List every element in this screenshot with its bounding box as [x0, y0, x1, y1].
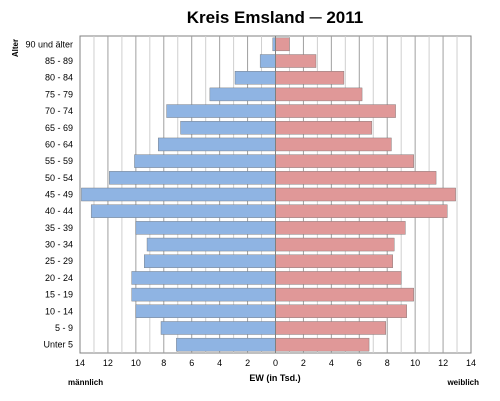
x-tick-label-13: 12	[438, 358, 448, 368]
female-bar-0	[275, 37, 290, 52]
female-bar-1	[275, 54, 317, 68]
age-group-label-4: 70 - 74	[45, 106, 73, 116]
female-bar-9	[275, 187, 456, 202]
male-bar-12	[146, 237, 276, 252]
female-bar-2	[275, 71, 345, 85]
age-group-label-0: 90 und älter	[25, 39, 73, 49]
male-bar-15	[131, 287, 276, 302]
x-tick-label-8: 2	[301, 358, 306, 368]
female-bar-16	[275, 304, 407, 318]
x-tick-label-12: 10	[410, 358, 420, 368]
age-group-label-12: 30 - 34	[45, 240, 73, 250]
age-group-label-11: 35 - 39	[45, 223, 73, 233]
male-bar-13	[144, 254, 276, 268]
x-tick-label-4: 6	[189, 358, 194, 368]
age-group-label-9: 45 - 49	[45, 190, 73, 200]
male-bar-18	[176, 337, 276, 352]
x-tick-label-0: 14	[75, 358, 85, 368]
x-axis-label: EW (in Tsd.)	[249, 373, 300, 383]
male-bar-1	[259, 54, 276, 68]
male-bar-2	[234, 71, 276, 85]
female-bar-5	[275, 121, 373, 135]
female-bar-15	[275, 287, 414, 302]
x-tick-label-14: 14	[466, 358, 476, 368]
age-group-label-8: 50 - 54	[45, 173, 73, 183]
x-tick-label-5: 4	[217, 358, 222, 368]
male-bar-8	[109, 171, 276, 185]
male-bar-10	[90, 204, 276, 218]
x-tick-label-11: 8	[385, 358, 390, 368]
x-tick-label-9: 4	[329, 358, 334, 368]
age-group-label-16: 10 - 14	[45, 306, 73, 316]
male-bar-14	[131, 271, 276, 285]
female-bar-7	[275, 154, 414, 168]
male-bar-17	[160, 321, 276, 335]
male-bar-7	[134, 154, 276, 168]
y-axis-label: Alter	[11, 39, 20, 57]
female-bar-6	[275, 137, 392, 152]
bars	[81, 36, 456, 353]
x-tick-label-6: 2	[245, 358, 250, 368]
male-bar-6	[157, 137, 276, 152]
female-bar-8	[275, 171, 437, 185]
age-group-label-13: 25 - 29	[45, 256, 73, 266]
age-group-label-5: 65 - 69	[45, 123, 73, 133]
female-bar-17	[275, 321, 387, 335]
female-bar-3	[275, 87, 363, 102]
male-bar-16	[135, 304, 276, 318]
age-group-label-15: 15 - 19	[45, 290, 73, 300]
female-bar-14	[275, 271, 402, 285]
age-group-label-2: 80 - 84	[45, 73, 73, 83]
x-tick-label-10: 6	[357, 358, 362, 368]
x-tick-labels: 14 12 10 8 6 4 2 0 2 4 6 8 10 12 14	[75, 358, 476, 368]
age-group-label-3: 75 - 79	[45, 89, 73, 99]
age-group-labels: 90 und älter 85 - 89 80 - 84 75 - 79 70 - 74…	[25, 39, 73, 349]
male-bar-4	[166, 104, 276, 118]
x-tick-label-2: 10	[131, 358, 141, 368]
chart-title: Kreis Emsland ─ 2011	[187, 8, 363, 27]
male-bar-3	[209, 87, 276, 102]
male-label: männlich	[68, 378, 103, 387]
female-bar-18	[275, 337, 370, 352]
female-label: weiblich	[446, 378, 479, 387]
male-bar-11	[135, 221, 276, 235]
age-group-label-6: 60 - 64	[45, 139, 73, 149]
female-bar-10	[275, 204, 448, 218]
x-tick-label-3: 8	[161, 358, 166, 368]
female-bar-11	[275, 221, 406, 235]
age-group-label-10: 40 - 44	[45, 206, 73, 216]
age-group-label-18: Unter 5	[43, 340, 73, 350]
age-group-label-1: 85 - 89	[45, 56, 73, 66]
age-group-label-7: 55 - 59	[45, 156, 73, 166]
x-tick-label-7: 0	[273, 358, 278, 368]
age-group-label-14: 20 - 24	[45, 273, 73, 283]
male-bar-5	[180, 121, 276, 135]
age-group-label-17: 5 - 9	[55, 323, 73, 333]
female-bar-13	[275, 254, 394, 268]
female-bar-4	[275, 104, 396, 118]
male-bar-9	[81, 187, 276, 202]
x-tick-label-1: 12	[103, 358, 113, 368]
female-bar-12	[275, 237, 395, 252]
